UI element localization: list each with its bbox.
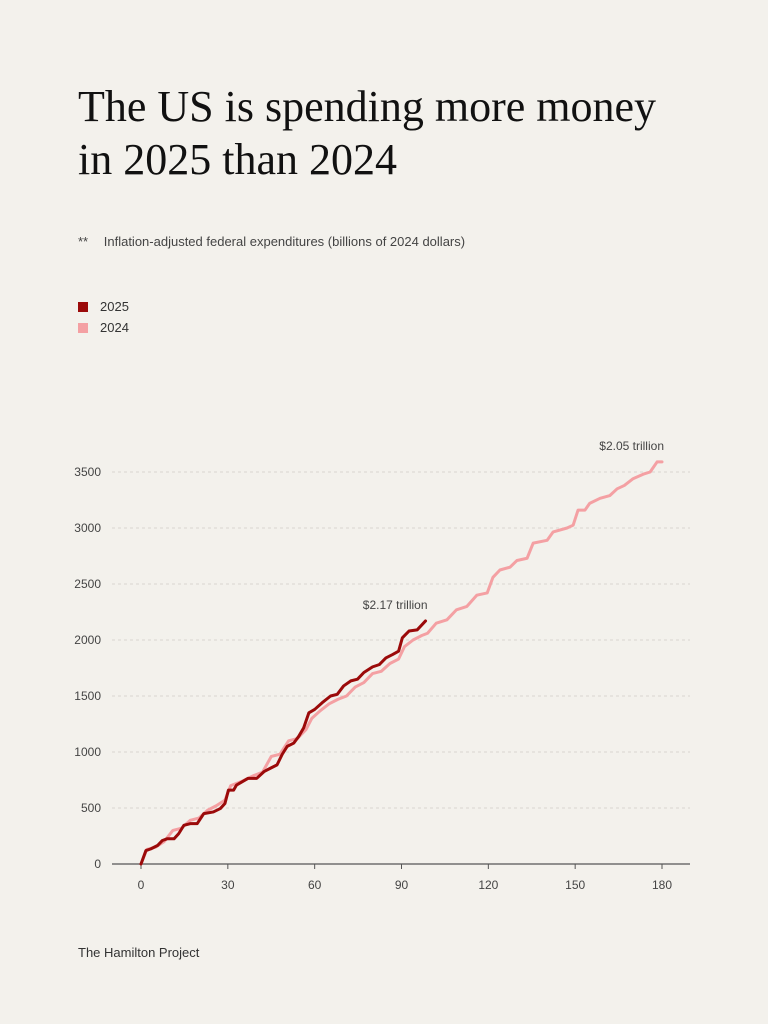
source-credit: The Hamilton Project xyxy=(78,945,200,960)
y-tick-label: 2500 xyxy=(74,577,101,591)
x-tick-label: 180 xyxy=(652,878,672,892)
x-tick-label: 0 xyxy=(138,878,145,892)
legend-label: 2025 xyxy=(100,299,129,314)
y-tick-label: 3500 xyxy=(74,465,101,479)
subtitle-marker: ** xyxy=(78,234,89,249)
legend-swatch-2025 xyxy=(78,301,88,312)
series-line-2025 xyxy=(139,619,428,866)
series-line-2024 xyxy=(139,460,664,866)
y-tick-label: 0 xyxy=(94,857,101,871)
x-tick-label: 60 xyxy=(308,878,322,892)
chart-subtitle: ** Inflation-adjusted federal expenditur… xyxy=(78,234,465,249)
chart-title: The US is spending more money in 2025 th… xyxy=(78,82,657,184)
legend-swatch-2024 xyxy=(78,322,88,333)
x-tick-label: 150 xyxy=(565,878,585,892)
y-tick-label: 2000 xyxy=(74,633,101,647)
y-tick-label: 1500 xyxy=(74,689,101,703)
y-tick-label: 500 xyxy=(81,801,101,815)
legend-item-2024: 2024 xyxy=(78,317,129,338)
legend-item-2025: 2025 xyxy=(78,296,129,317)
x-tick-label: 30 xyxy=(221,878,235,892)
legend-label: 2024 xyxy=(100,320,129,335)
legend: 2025 2024 xyxy=(78,296,129,338)
x-tick-label: 90 xyxy=(395,878,409,892)
y-tick-label: 1000 xyxy=(74,745,101,759)
end-label-2024: $2.05 trillion xyxy=(599,439,664,453)
subtitle-text: Inflation-adjusted federal expenditures … xyxy=(103,234,466,249)
end-label-2025: $2.17 trillion xyxy=(363,598,428,612)
y-tick-label: 3000 xyxy=(74,521,101,535)
x-tick-label: 120 xyxy=(478,878,498,892)
